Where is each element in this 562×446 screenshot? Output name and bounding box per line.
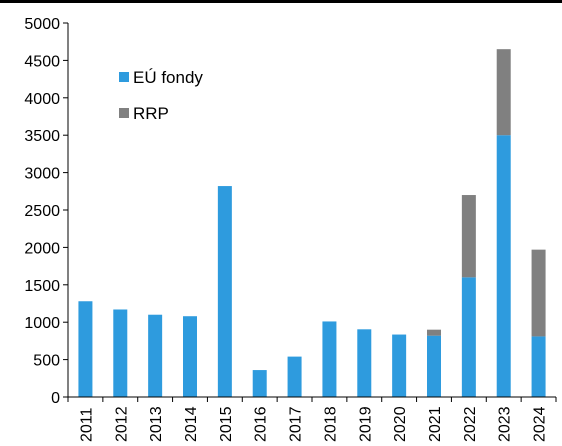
bar-eu-fondy-2015 [217, 186, 232, 397]
x-tick-label: 2012 [113, 406, 130, 442]
bar-eu-fondy-2016 [252, 370, 267, 397]
x-tick-label: 2024 [532, 406, 549, 442]
legend-swatch-eu-fondy [119, 72, 129, 82]
bar-rrp-2024 [531, 249, 546, 337]
bar-rrp-2021 [427, 329, 441, 336]
y-tick-label: 1500 [24, 278, 60, 295]
x-tick-label: 2023 [497, 406, 514, 442]
y-tick-label: 4000 [24, 91, 60, 108]
x-tick-label: 2014 [183, 406, 200, 442]
y-tick-label: 3000 [24, 166, 60, 183]
bars [78, 49, 546, 397]
x-tick-label: 2020 [392, 406, 409, 442]
x-tick-label: 2021 [427, 406, 444, 442]
x-tick-label: 2011 [78, 407, 95, 442]
legend-swatch-rrp [119, 108, 129, 118]
y-tick-label: 0 [51, 390, 60, 407]
bar-eu-fondy-2018 [322, 321, 337, 397]
top-border [0, 0, 562, 3]
y-tick-label: 1000 [24, 315, 60, 332]
y-axis: 0 500 1000 1500 2000 2500 3000 3500 4000 4500 5000 [24, 16, 69, 407]
bar-eu-fondy-2013 [148, 314, 163, 397]
legend: EÚ fondy RRP [119, 68, 203, 123]
x-tick-label: 2018 [322, 406, 339, 442]
y-tick-label: 5000 [24, 16, 60, 33]
bar-eu-fondy-2012 [113, 309, 128, 397]
bar-eu-fondy-2024 [531, 336, 546, 397]
bar-rrp-2023 [496, 49, 511, 136]
x-tick-label: 2015 [218, 406, 235, 442]
bar-eu-fondy-2014 [183, 316, 197, 397]
x-tick-label: 2013 [148, 406, 165, 442]
y-tick-label: 3500 [24, 128, 60, 145]
y-tick-label: 500 [33, 353, 60, 370]
bar-eu-fondy-2021 [427, 335, 441, 397]
legend-label-eu-fondy: EÚ fondy [133, 68, 203, 87]
y-tick-label: 2500 [24, 203, 60, 220]
y-tick-label: 2000 [24, 240, 60, 257]
bar-eu-fondy-2019 [357, 329, 372, 397]
x-tick-label: 2022 [462, 406, 479, 442]
bar-eu-fondy-2022 [461, 277, 476, 397]
y-tick-label: 4500 [24, 53, 60, 70]
x-tick-label: 2016 [253, 406, 270, 442]
x-tick-label: 2019 [357, 406, 374, 442]
bar-eu-fondy-2017 [287, 356, 302, 397]
x-axis: 2011 2012 2013 2014 2015 2016 2017 2018 2019 2020… [67, 396, 557, 442]
legend-label-rrp: RRP [133, 104, 169, 123]
bar-eu-fondy-2023 [496, 135, 511, 397]
bar-rrp-2022 [461, 195, 476, 278]
bar-eu-fondy-2011 [78, 301, 93, 397]
x-tick-label: 2017 [288, 406, 305, 442]
bar-eu-fondy-2020 [392, 334, 407, 397]
